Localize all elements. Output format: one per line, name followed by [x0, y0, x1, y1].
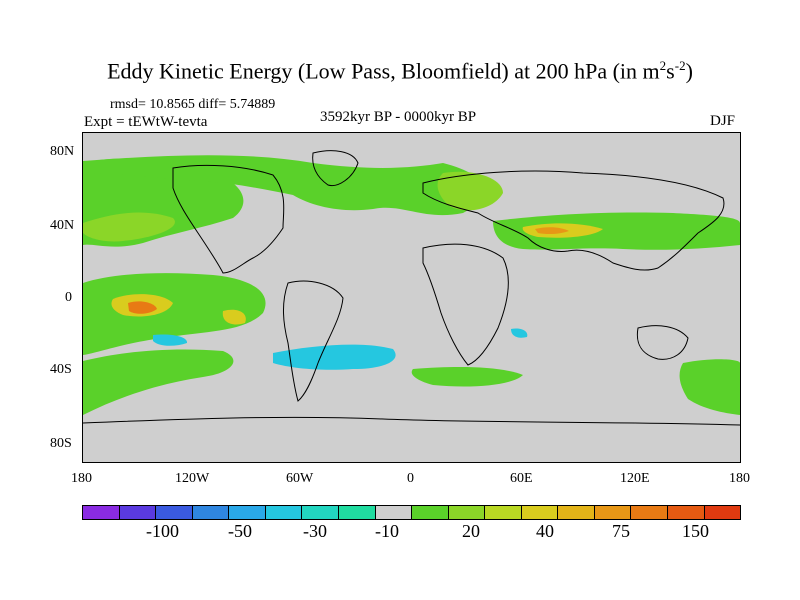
- south-pacific-negative: [153, 334, 188, 346]
- asia-jet-center: [535, 227, 569, 235]
- colorbar-label: 150: [682, 521, 709, 541]
- coastlines: [83, 150, 740, 426]
- map-canvas: [83, 133, 740, 462]
- y-tick-label: 40S: [50, 362, 72, 377]
- map-panel: [82, 132, 741, 463]
- stats-text: rmsd= 10.8565 diff= 5.74889: [110, 97, 276, 112]
- anomaly-fill-layer: [83, 155, 740, 415]
- africa-coast: [422, 243, 509, 366]
- arctic-band-region: [83, 155, 485, 216]
- north-america-coast: [172, 164, 285, 274]
- colorbar-swatch: [337, 506, 375, 519]
- period-label: 3592kyr BP - 0000kyr BP: [320, 109, 477, 125]
- colorbar-swatch: [557, 506, 594, 519]
- colorbar-swatch: [447, 506, 485, 519]
- tropical-pacific-region: [83, 273, 266, 355]
- south-america-coast: [283, 280, 344, 402]
- colorbar-swatch: [228, 506, 265, 519]
- y-tick-label: 40N: [50, 218, 75, 233]
- south-atlantic-negative: [273, 344, 396, 370]
- colorbar: [82, 505, 741, 520]
- x-tick-label: 120W: [175, 471, 210, 486]
- colorbar-swatch: [667, 506, 704, 519]
- australia-coast: [636, 325, 689, 360]
- x-tick-label: 60W: [286, 471, 314, 486]
- colorbar-label: -30: [303, 521, 327, 541]
- colorbar-swatch: [264, 506, 302, 519]
- colorbar-swatch: [118, 506, 156, 519]
- colorbar-swatch: [484, 506, 521, 519]
- north-pacific-light-region: [83, 212, 175, 242]
- x-tick-label: 120E: [620, 471, 650, 486]
- south-east-band: [679, 359, 740, 415]
- colorbar-swatch: [411, 506, 448, 519]
- x-tick-label: 0: [407, 471, 414, 486]
- x-tick-label: 180: [729, 471, 750, 486]
- experiment-label: Expt = tEWtW-tevta: [84, 114, 208, 130]
- colorbar-label: -10: [375, 521, 399, 541]
- asia-jet-region: [493, 212, 740, 250]
- x-tick-label: 60E: [510, 471, 533, 486]
- eurasia-coast: [422, 170, 725, 271]
- y-tick-label: 80S: [50, 436, 72, 451]
- antarctica-coast: [83, 416, 740, 426]
- colorbar-swatch: [703, 506, 741, 519]
- chart-title: Eddy Kinetic Energy (Low Pass, Bloomfiel…: [107, 58, 693, 84]
- colorbar-label: 75: [612, 521, 630, 541]
- colorbar-swatch: [155, 506, 192, 519]
- colorbar-swatch: [83, 506, 119, 519]
- tropical-pacific-east-core: [222, 309, 246, 325]
- indian-negative: [511, 328, 528, 338]
- colorbar-label: -50: [228, 521, 252, 541]
- colorbar-swatch: [520, 506, 558, 519]
- south-indian-band: [411, 367, 523, 387]
- y-tick-label: 80N: [50, 144, 75, 159]
- colorbar-label: -100: [146, 521, 179, 541]
- season-label: DJF: [710, 113, 736, 129]
- colorbar-swatch: [301, 506, 338, 519]
- greenland-coast: [312, 150, 359, 187]
- colorbar-swatch: [191, 506, 229, 519]
- colorbar-swatch: [630, 506, 667, 519]
- colorbar-label: 20: [462, 521, 480, 541]
- x-tick-label: 180: [71, 471, 92, 486]
- colorbar-swatch: [374, 506, 412, 519]
- south-pacific-band: [83, 349, 234, 415]
- tropical-pacific-peak: [128, 301, 157, 314]
- colorbar-swatch: [593, 506, 631, 519]
- y-tick-label: 0: [65, 290, 72, 305]
- europe-positive-region: [437, 171, 503, 211]
- colorbar-label: 40: [536, 521, 554, 541]
